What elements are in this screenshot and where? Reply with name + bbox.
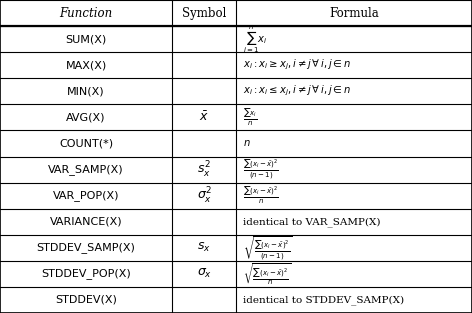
- Text: $\sqrt{\frac{\sum (x_i - \bar{x})^2}{(n-1)}}$: $\sqrt{\frac{\sum (x_i - \bar{x})^2}{(n-…: [243, 234, 293, 262]
- Text: STDDEV(X): STDDEV(X): [55, 295, 117, 305]
- Text: COUNT(*): COUNT(*): [59, 138, 113, 148]
- Text: $\frac{\sum x_i}{n}$: $\frac{\sum x_i}{n}$: [243, 107, 257, 128]
- Text: $n$: $n$: [243, 138, 251, 148]
- Text: identical to VAR_SAMP(X): identical to VAR_SAMP(X): [243, 217, 380, 227]
- Text: Formula: Formula: [329, 7, 379, 19]
- Text: Symbol: Symbol: [182, 7, 227, 19]
- Text: $\sigma_x^2$: $\sigma_x^2$: [196, 186, 212, 206]
- Text: identical to STDDEV_SAMP(X): identical to STDDEV_SAMP(X): [243, 295, 404, 305]
- Text: MIN(X): MIN(X): [67, 86, 105, 96]
- Text: VAR_SAMP(X): VAR_SAMP(X): [48, 164, 124, 175]
- Text: $x_i : x_i \leq x_j, i \neq j \, \forall \, i, j \in n$: $x_i : x_i \leq x_j, i \neq j \, \forall…: [243, 84, 351, 99]
- Text: $\sigma_x$: $\sigma_x$: [196, 267, 212, 280]
- Text: MAX(X): MAX(X): [66, 60, 107, 70]
- Text: $s_x$: $s_x$: [197, 241, 211, 254]
- Text: $\bar{x}$: $\bar{x}$: [199, 110, 209, 124]
- Text: STDDEV_POP(X): STDDEV_POP(X): [41, 269, 131, 279]
- Text: $x_i : x_i \geq x_j, i \neq j \, \forall \, i, j \in n$: $x_i : x_i \geq x_j, i \neq j \, \forall…: [243, 58, 351, 72]
- Text: $\frac{\sum (x_i - \bar{x})^2}{n}$: $\frac{\sum (x_i - \bar{x})^2}{n}$: [243, 185, 279, 206]
- Text: STDDEV_SAMP(X): STDDEV_SAMP(X): [37, 242, 135, 253]
- Text: AVG(X): AVG(X): [67, 112, 106, 122]
- Text: $\sqrt{\frac{\sum (x_i - \bar{x})^2}{n}}$: $\sqrt{\frac{\sum (x_i - \bar{x})^2}{n}}…: [243, 261, 292, 287]
- Text: SUM(X): SUM(X): [66, 34, 107, 44]
- Text: Function: Function: [59, 7, 113, 19]
- Text: $\sum_{i=1}^{n} x_i$: $\sum_{i=1}^{n} x_i$: [243, 23, 268, 55]
- Text: VARIANCE(X): VARIANCE(X): [50, 217, 122, 227]
- Text: $s_x^2$: $s_x^2$: [197, 160, 211, 180]
- Text: $\frac{\sum (x_i - \bar{x})^2}{(n-1)}$: $\frac{\sum (x_i - \bar{x})^2}{(n-1)}$: [243, 157, 279, 182]
- Text: VAR_POP(X): VAR_POP(X): [53, 190, 119, 201]
